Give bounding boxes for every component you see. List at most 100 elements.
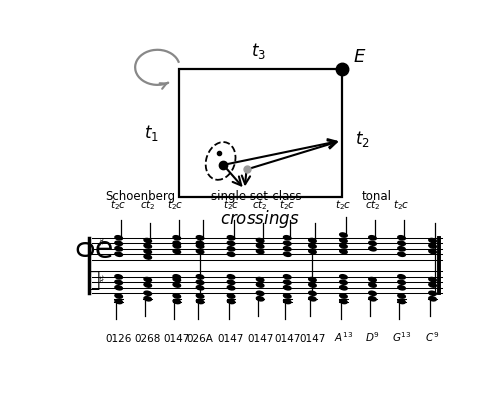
Ellipse shape xyxy=(308,283,316,287)
Ellipse shape xyxy=(340,299,347,304)
Text: $ct_2$: $ct_2$ xyxy=(140,198,156,212)
Text: $A^{13}$: $A^{13}$ xyxy=(334,330,353,344)
Ellipse shape xyxy=(228,236,235,240)
Ellipse shape xyxy=(173,249,180,254)
Ellipse shape xyxy=(196,241,204,246)
Ellipse shape xyxy=(228,280,235,284)
Text: $t_1$: $t_1$ xyxy=(144,123,159,143)
Ellipse shape xyxy=(115,299,122,304)
Ellipse shape xyxy=(308,278,316,282)
Ellipse shape xyxy=(228,241,235,246)
Ellipse shape xyxy=(115,286,122,290)
Ellipse shape xyxy=(284,294,291,298)
Ellipse shape xyxy=(429,291,436,295)
Ellipse shape xyxy=(115,280,122,284)
Ellipse shape xyxy=(368,291,376,295)
Ellipse shape xyxy=(115,275,122,279)
Ellipse shape xyxy=(284,299,291,304)
Ellipse shape xyxy=(228,294,235,298)
Text: tonal: tonal xyxy=(362,190,392,203)
Ellipse shape xyxy=(173,275,180,279)
Text: $t_2$: $t_2$ xyxy=(355,129,370,149)
Ellipse shape xyxy=(196,294,204,298)
Ellipse shape xyxy=(196,244,204,248)
Ellipse shape xyxy=(368,247,376,251)
Ellipse shape xyxy=(340,233,347,237)
Ellipse shape xyxy=(398,275,406,279)
Ellipse shape xyxy=(144,249,152,254)
Text: E: E xyxy=(353,48,364,67)
Ellipse shape xyxy=(196,236,204,240)
Ellipse shape xyxy=(340,294,347,298)
Ellipse shape xyxy=(173,244,180,248)
Ellipse shape xyxy=(196,280,204,284)
Ellipse shape xyxy=(340,286,347,290)
Ellipse shape xyxy=(144,238,152,243)
Ellipse shape xyxy=(115,236,122,240)
Ellipse shape xyxy=(228,275,235,279)
Text: 𝄢: 𝄢 xyxy=(88,270,101,290)
Ellipse shape xyxy=(144,255,152,259)
Ellipse shape xyxy=(398,280,406,284)
Ellipse shape xyxy=(308,291,316,295)
Ellipse shape xyxy=(173,294,180,298)
Text: $ct_2$: $ct_2$ xyxy=(252,198,268,212)
Text: 0126: 0126 xyxy=(106,334,132,344)
Text: $C^9$: $C^9$ xyxy=(426,330,440,344)
Ellipse shape xyxy=(429,297,436,301)
Ellipse shape xyxy=(340,280,347,284)
Text: 0147: 0147 xyxy=(299,334,326,344)
Text: $t_2c$: $t_2c$ xyxy=(335,198,351,212)
Ellipse shape xyxy=(284,252,291,256)
Ellipse shape xyxy=(398,252,406,256)
Ellipse shape xyxy=(429,278,436,282)
Text: $G^{13}$: $G^{13}$ xyxy=(392,330,411,344)
Ellipse shape xyxy=(144,283,152,287)
Ellipse shape xyxy=(340,244,347,248)
Ellipse shape xyxy=(368,241,376,246)
Ellipse shape xyxy=(256,238,264,243)
Ellipse shape xyxy=(144,291,152,295)
Text: 0147: 0147 xyxy=(247,334,274,344)
Ellipse shape xyxy=(308,297,316,301)
Ellipse shape xyxy=(308,249,316,254)
Ellipse shape xyxy=(368,278,376,282)
Text: $t_2c$: $t_2c$ xyxy=(110,198,127,212)
Ellipse shape xyxy=(256,278,264,282)
Text: ᴑe: ᴑe xyxy=(74,235,114,264)
Ellipse shape xyxy=(173,299,180,304)
Text: 0147: 0147 xyxy=(274,334,300,344)
Text: ♯: ♯ xyxy=(98,274,103,285)
Ellipse shape xyxy=(284,280,291,284)
Ellipse shape xyxy=(368,297,376,301)
Ellipse shape xyxy=(173,283,180,287)
Ellipse shape xyxy=(144,244,152,248)
Ellipse shape xyxy=(173,278,180,282)
Ellipse shape xyxy=(228,299,235,304)
Ellipse shape xyxy=(256,291,264,295)
Ellipse shape xyxy=(256,283,264,287)
Ellipse shape xyxy=(284,275,291,279)
Text: 0147: 0147 xyxy=(218,334,244,344)
Ellipse shape xyxy=(256,297,264,301)
Text: 0268: 0268 xyxy=(134,334,161,344)
Ellipse shape xyxy=(284,241,291,246)
Ellipse shape xyxy=(228,286,235,290)
Ellipse shape xyxy=(398,241,406,246)
Ellipse shape xyxy=(196,249,204,254)
Ellipse shape xyxy=(144,297,152,301)
Ellipse shape xyxy=(115,252,122,256)
Ellipse shape xyxy=(173,241,180,246)
Ellipse shape xyxy=(228,247,235,251)
Text: $t_3$: $t_3$ xyxy=(250,41,266,61)
Text: $D^9$: $D^9$ xyxy=(365,330,380,344)
Ellipse shape xyxy=(429,249,436,254)
Ellipse shape xyxy=(284,286,291,290)
Text: $\mathit{crossings}$: $\mathit{crossings}$ xyxy=(220,208,300,230)
Ellipse shape xyxy=(115,294,122,298)
Text: ♯: ♯ xyxy=(98,238,103,248)
Ellipse shape xyxy=(429,238,436,243)
Ellipse shape xyxy=(398,236,406,240)
Ellipse shape xyxy=(429,283,436,287)
Ellipse shape xyxy=(398,299,406,304)
